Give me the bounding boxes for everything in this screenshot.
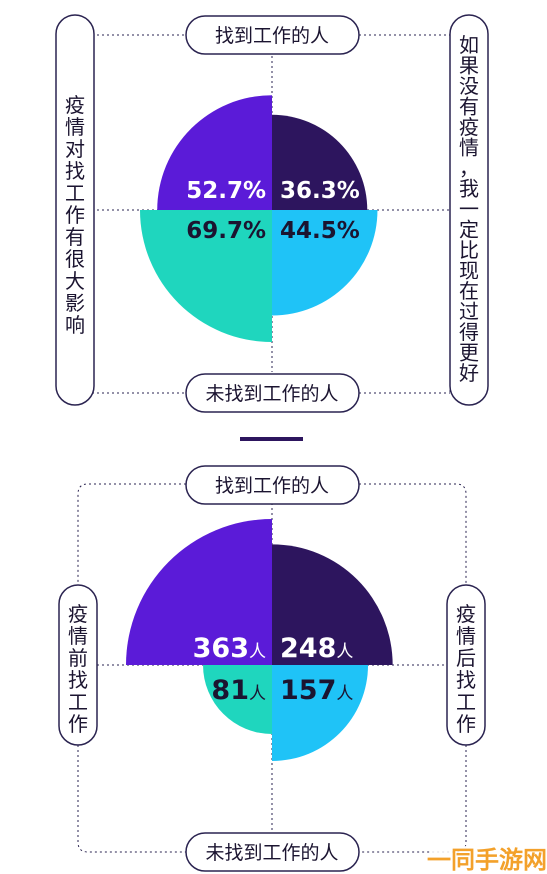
chart2-top-pill bbox=[185, 465, 360, 505]
chart1-value-bottom-left: 69.7% bbox=[186, 218, 266, 244]
chart1-value-top-right: 36.3% bbox=[280, 178, 360, 204]
chart2-bottom-pill bbox=[185, 832, 360, 872]
chart2-slice-top-right bbox=[272, 544, 393, 665]
chart2-value-top-left: 363人 bbox=[193, 633, 266, 664]
chart1-right-label: 如果没有疫情，我一定比现在过得更好 bbox=[459, 33, 479, 385]
chart1-left-pill bbox=[55, 14, 95, 406]
chart1-value-bottom-right: 44.5% bbox=[280, 218, 360, 244]
chart1-top-pill bbox=[185, 15, 360, 55]
chart1-slice-bottom-left bbox=[140, 210, 272, 342]
chart2-value-bottom-left: 81人 bbox=[211, 675, 266, 706]
section-divider bbox=[240, 437, 303, 441]
chart1-right-pill bbox=[449, 14, 489, 406]
chart1-frame bbox=[91, 34, 451, 394]
chart1-bottom-label: 未找到工作的人 bbox=[205, 383, 338, 405]
chart2-top-label: 找到工作的人 bbox=[215, 475, 329, 497]
chart1-value-top-left: 52.7% bbox=[186, 178, 266, 204]
chart2-value-bottom-right: 157人 bbox=[280, 675, 353, 706]
chart1-top-label: 找到工作的人 bbox=[215, 25, 329, 47]
chart1-bottom-pill bbox=[185, 373, 360, 413]
chart2-right-pill bbox=[446, 584, 486, 746]
chart1-slice-top-right bbox=[272, 114, 368, 210]
chart2-left-label: 疫情前找工作 bbox=[68, 602, 88, 736]
chart2-bottom-label: 未找到工作的人 bbox=[205, 842, 338, 864]
watermark-text: 一同手游网 bbox=[427, 846, 547, 874]
chart2-slice-bottom-right bbox=[272, 665, 369, 762]
chart2-slice-top-left bbox=[126, 519, 272, 665]
chart1-slice-top-left bbox=[157, 95, 272, 210]
watermark-logo bbox=[430, 846, 545, 872]
chart2-left-pill bbox=[58, 584, 98, 746]
chart1-slice-bottom-right bbox=[272, 210, 378, 316]
chart2-slice-bottom-left bbox=[203, 665, 272, 734]
chart2-right-label: 疫情后找工作 bbox=[456, 602, 476, 736]
chart2-value-top-right: 248人 bbox=[280, 633, 353, 664]
chart1-left-label: 疫情对找工作有很大影响 bbox=[65, 93, 85, 337]
